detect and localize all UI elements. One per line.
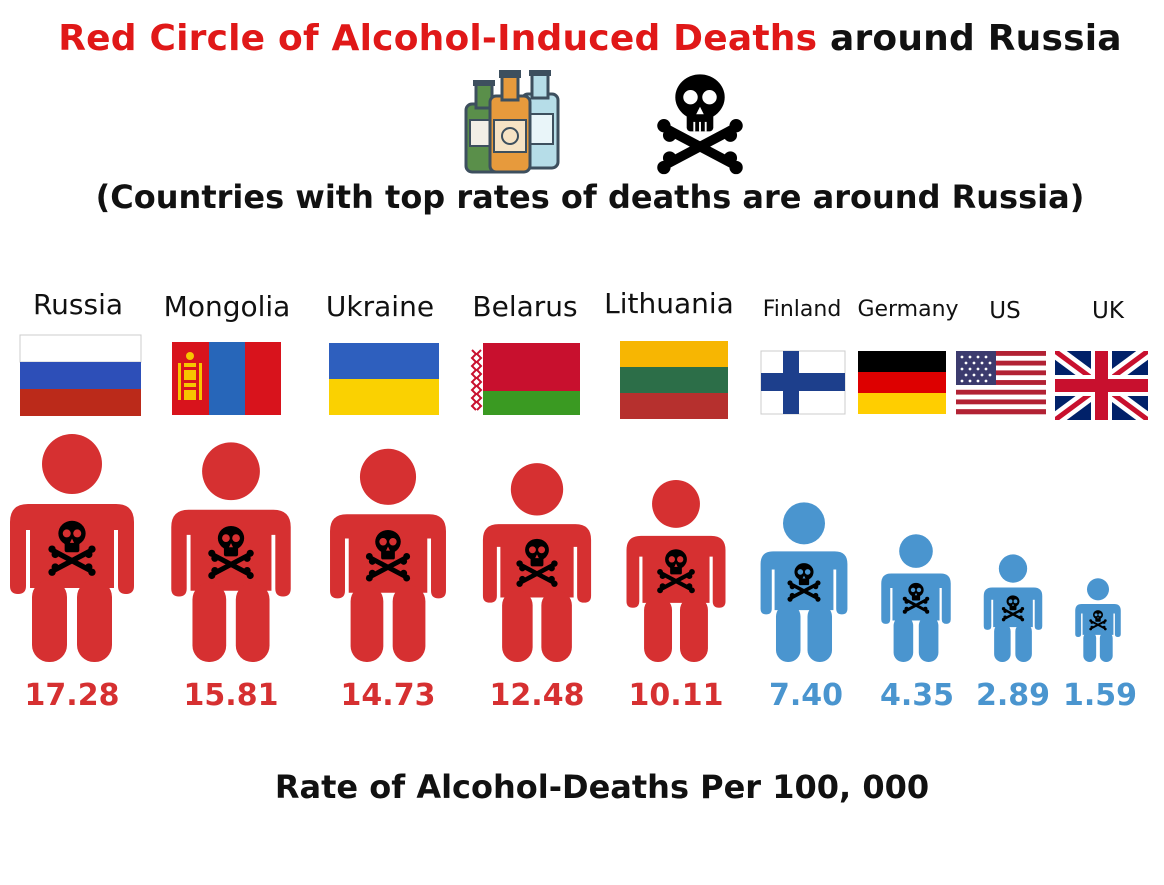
chart-subtitle: (Countries with top rates of deaths are … [95, 178, 1085, 216]
country-name-belarus: Belarus [472, 290, 577, 323]
country-name-finland: Finland [763, 297, 842, 322]
value-label-russia: 17.28 [25, 678, 120, 713]
value-label-uk: 1.59 [1063, 678, 1137, 713]
person-figure-russia [10, 434, 134, 662]
country-name-lithuania: Lithuania [604, 287, 734, 320]
title-black-part: around Russia [829, 18, 1122, 59]
bottles-icon [464, 70, 560, 174]
flag-uk [1055, 351, 1148, 420]
person-figure-belarus [482, 463, 592, 662]
country-name-ukraine: Ukraine [326, 290, 434, 323]
value-label-lithuania: 10.11 [629, 678, 724, 713]
person-figure-finland [760, 502, 848, 662]
flag-finland [760, 350, 846, 415]
country-name-mongolia: Mongolia [164, 290, 291, 323]
chart-axis-label: Rate of Alcohol-Deaths Per 100, 000 [274, 768, 930, 806]
value-labels: 17.28 15.81 14.73 12.48 10.11 7.40 4.35 … [25, 678, 1137, 713]
skull-crossbones-icon [657, 74, 743, 175]
country-name-uk: UK [1092, 298, 1125, 324]
chart-title: Red Circle of Alcohol-Induced Deaths aro… [0, 18, 1164, 59]
value-label-germany: 4.35 [880, 678, 954, 713]
person-figures [10, 434, 1121, 662]
value-label-mongolia: 15.81 [184, 678, 279, 713]
person-figure-mongolia [171, 442, 291, 662]
person-figure-ukraine [330, 448, 446, 662]
flag-belarus [470, 343, 580, 415]
flag-mongolia [172, 342, 281, 415]
person-figure-uk [1075, 578, 1121, 662]
value-label-finland: 7.40 [769, 678, 843, 713]
flag-ukraine [329, 343, 439, 415]
country-name-us: US [989, 298, 1020, 324]
person-figure-lithuania [626, 479, 726, 662]
country-name-russia: Russia [33, 288, 123, 321]
title-red-part: Red Circle of Alcohol-Induced Deaths [58, 18, 818, 59]
country-names: Russia Mongolia Ukraine Belarus Lithuani… [33, 287, 1125, 324]
flag-us [956, 351, 1046, 415]
value-label-belarus: 12.48 [490, 678, 585, 713]
person-figure-us [983, 554, 1043, 662]
country-name-germany: Germany [857, 297, 958, 322]
header-icons [464, 70, 743, 175]
person-figure-germany [881, 534, 951, 662]
value-label-us: 2.89 [976, 678, 1050, 713]
flag-germany [858, 351, 946, 414]
flag-lithuania [620, 341, 728, 419]
flag-russia [19, 334, 142, 416]
value-label-ukraine: 14.73 [341, 678, 436, 713]
